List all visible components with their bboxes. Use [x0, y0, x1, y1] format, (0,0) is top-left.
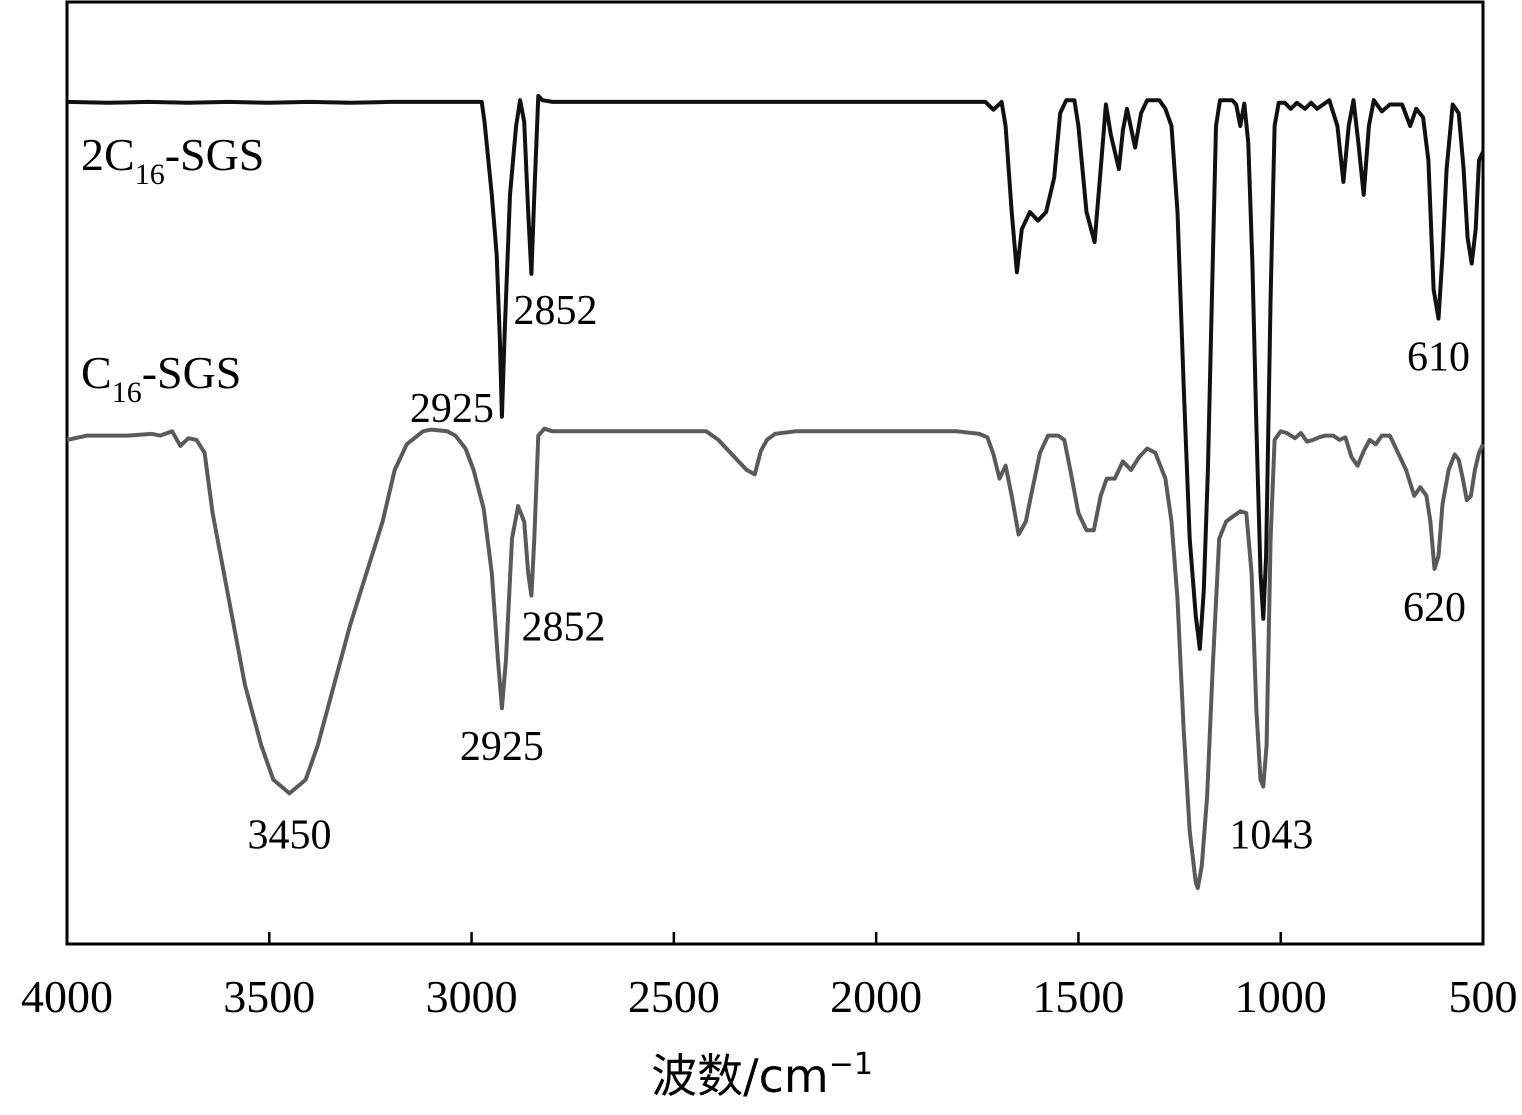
peak-label-3: 3450: [248, 812, 332, 858]
x-axis-ticks: [65, 932, 1485, 944]
x-tick-label-500: 500: [1449, 971, 1518, 1022]
peak-label-1: 2925: [410, 386, 494, 432]
peak-label-5: 2852: [521, 605, 605, 651]
x-tick-label-1500: 1500: [1032, 971, 1124, 1022]
series-lines: [66, 93, 1485, 890]
peak-label-6: 1043: [1229, 812, 1313, 858]
peak-label-4: 2925: [460, 724, 544, 770]
x-axis-label-superscript: −1: [829, 1047, 873, 1082]
x-tick-label-4000: 4000: [21, 971, 113, 1022]
x-axis-label: 波数/cm−1: [651, 1047, 873, 1103]
x-tick-label-2500: 2500: [628, 971, 720, 1022]
series-labels: 2C16-SGS C16-SGS: [81, 129, 264, 409]
peak-label-7: 620: [1403, 585, 1466, 631]
peak-label-0: 2852: [513, 288, 597, 334]
x-axis-tick-labels: 4000 3500 3000 2500 2000 1500 1000 500: [21, 971, 1518, 1022]
series-label-1: C16-SGS: [81, 347, 241, 409]
x-tick-label-2000: 2000: [830, 971, 922, 1022]
x-tick-label-1000: 1000: [1235, 971, 1327, 1022]
plot-frame: [65, 0, 1485, 946]
series-line-0: [66, 93, 1485, 651]
x-tick-label-3000: 3000: [426, 971, 518, 1022]
series-line-1: [66, 426, 1485, 890]
peak-annotations: 2852 2925 610 3450 2925 2852 1043 620: [248, 288, 1470, 859]
series-label-0: 2C16-SGS: [81, 129, 264, 191]
peak-label-2: 610: [1407, 335, 1470, 381]
x-tick-label-3500: 3500: [223, 971, 315, 1022]
